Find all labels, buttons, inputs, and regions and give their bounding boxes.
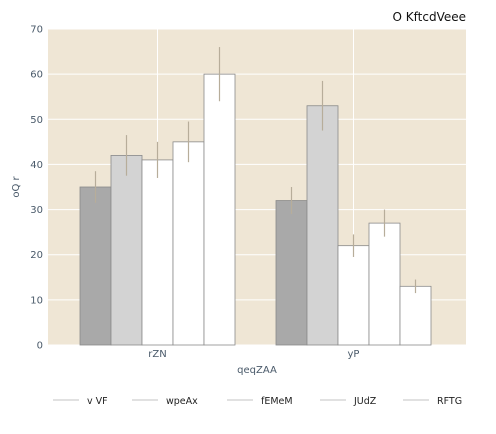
bar xyxy=(141,159,174,346)
bar xyxy=(399,285,432,346)
legend-label: fEMeM xyxy=(261,396,293,407)
chart-title: O KftcdVeee xyxy=(393,10,467,24)
legend-label: JUdZ xyxy=(353,396,377,407)
legend-label: RFTG xyxy=(437,396,462,407)
y-axis-label: oQ r xyxy=(11,175,22,197)
bars xyxy=(79,73,432,346)
y-axis-ticks: 0 10 20 30 40 50 60 70 xyxy=(30,25,43,352)
x-axis-label: qeqZAA xyxy=(237,365,277,376)
bar xyxy=(203,73,236,346)
x-tick-label: yP xyxy=(348,349,360,360)
bar xyxy=(172,141,205,346)
bar xyxy=(110,154,143,346)
bar xyxy=(337,245,370,346)
x-axis-ticks: rZN yP xyxy=(148,349,359,360)
legend-label: wpeAx xyxy=(166,396,198,407)
bar xyxy=(306,105,339,346)
bar xyxy=(275,200,308,346)
error-bars xyxy=(94,47,417,294)
bar xyxy=(368,222,401,346)
y-tick-label: 60 xyxy=(30,70,43,81)
y-tick-label: 40 xyxy=(30,160,43,171)
x-tick-label: rZN xyxy=(148,349,166,360)
y-tick-label: 50 xyxy=(30,115,43,126)
bar xyxy=(79,186,112,346)
legend-label: v VF xyxy=(87,396,108,407)
y-tick-label: 20 xyxy=(30,250,43,261)
legend: v VF wpeAx fEMeM JUdZ RFTG xyxy=(53,396,462,407)
y-tick-label: 10 xyxy=(30,295,43,306)
y-tick-label: 0 xyxy=(37,341,43,352)
y-tick-label: 30 xyxy=(30,205,43,216)
y-tick-label: 70 xyxy=(30,25,43,36)
